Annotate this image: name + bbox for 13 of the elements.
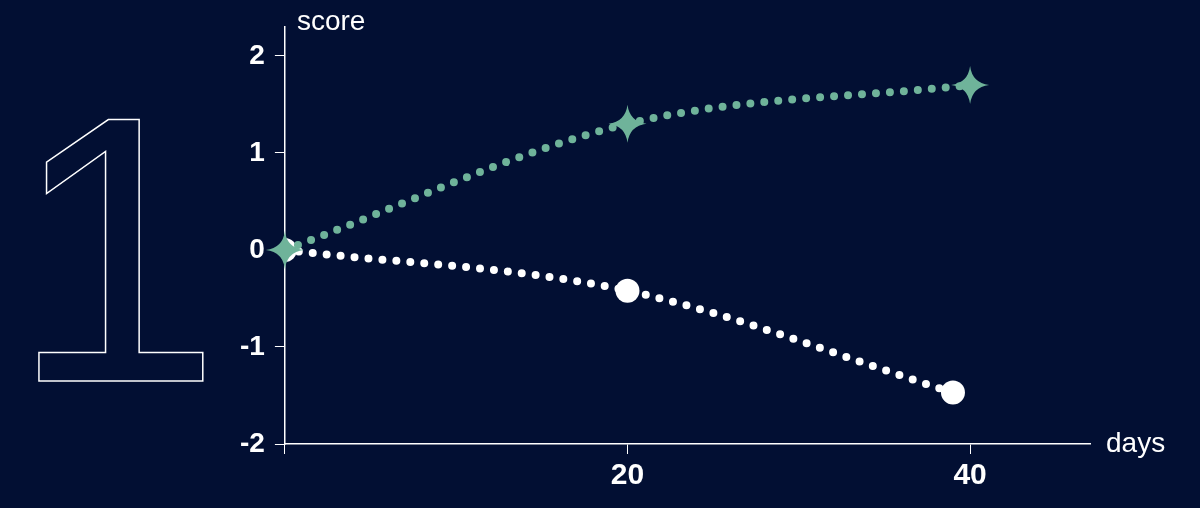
x-tick-label: 40 xyxy=(953,457,987,491)
point xyxy=(615,278,640,303)
y-tick-label: -2 xyxy=(239,426,265,458)
y-axis-title: score xyxy=(296,4,366,36)
y-tick-label: 2 xyxy=(249,38,265,70)
y-tick-label: 1 xyxy=(249,135,265,167)
point xyxy=(265,230,304,269)
point xyxy=(608,104,647,143)
x-tick-label: 20 xyxy=(610,457,645,491)
x-axis-title: days xyxy=(1106,426,1166,458)
point xyxy=(940,380,965,405)
y-tick-label: 0 xyxy=(249,232,265,264)
y-tick-label: -1 xyxy=(239,329,265,361)
